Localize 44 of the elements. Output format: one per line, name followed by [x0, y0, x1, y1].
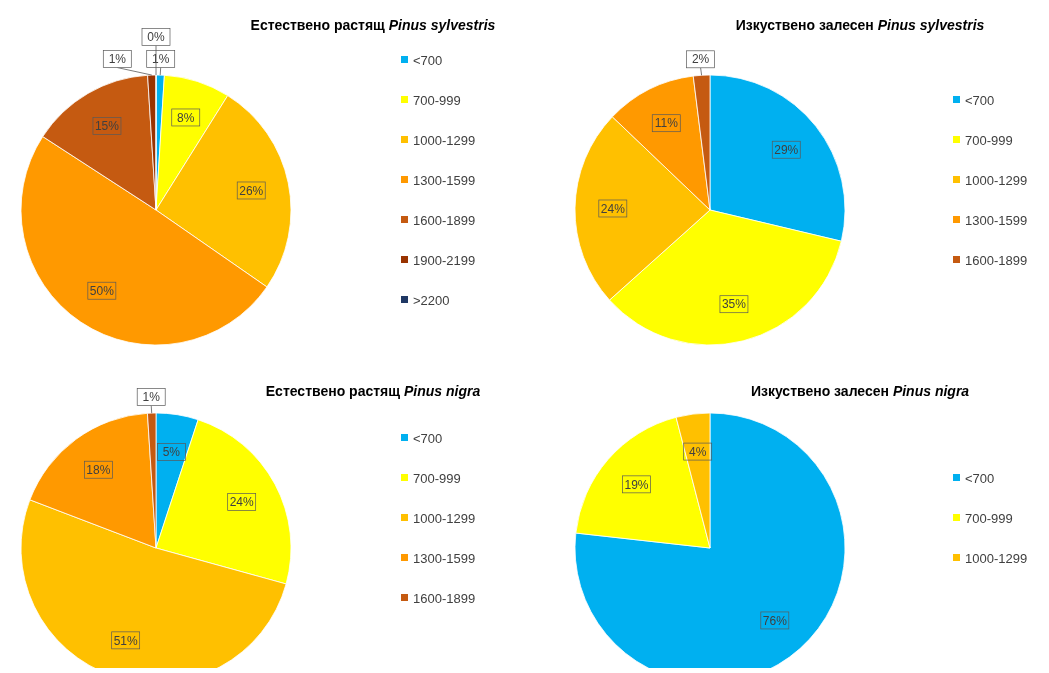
legend-label: <700: [965, 470, 995, 486]
data-label: 35%: [721, 297, 747, 312]
legend-label: 1300-1599: [965, 212, 1028, 228]
data-label: 2%: [691, 52, 710, 67]
legend-label: 700-999: [965, 132, 1013, 148]
legend-label: <700: [413, 430, 443, 446]
data-label: 1%: [142, 390, 161, 405]
chart-title: Естествено растящ Pinus nigra: [265, 383, 481, 399]
legend-label: 1600-1899: [413, 590, 476, 606]
legend-label: 1000-1299: [965, 172, 1028, 188]
legend-label: 1000-1299: [413, 132, 476, 148]
data-label: 5%: [162, 445, 181, 460]
legend-label: <700: [413, 52, 443, 68]
data-label: 24%: [229, 495, 255, 510]
legend-label: 1000-1299: [965, 550, 1028, 566]
data-label: 19%: [624, 477, 649, 492]
legend-label: 1000-1299: [413, 510, 476, 526]
legend-label: 700-999: [413, 92, 461, 108]
chart-title: Изкуствено залесен Pinus sylvestris: [735, 17, 985, 33]
legend-label: 1600-1899: [965, 252, 1028, 268]
data-label: 51%: [113, 633, 138, 648]
data-label: 1%: [108, 52, 127, 67]
data-label: 8%: [177, 110, 195, 125]
legend-label: 1300-1599: [413, 172, 476, 188]
text: 0%: [147, 30, 165, 45]
data-label: 15%: [94, 119, 120, 134]
data-label: 4%: [689, 444, 707, 459]
chart-title: Изкуствено залесен Pinus nigra: [750, 383, 970, 399]
legend-label: >2200: [413, 292, 450, 308]
legend-label: 1900-2199: [413, 252, 476, 268]
legend-label: 700-999: [413, 470, 461, 486]
data-label: 1%: [152, 52, 170, 67]
legend-label: 700-999: [965, 510, 1013, 526]
data-label: 24%: [600, 201, 626, 216]
data-label: 76%: [762, 613, 788, 628]
legend-label: 1600-1899: [413, 212, 476, 228]
legend-label: <700: [965, 92, 995, 108]
data-label: 26%: [239, 183, 264, 198]
data-label: 29%: [774, 142, 799, 157]
data-label: 18%: [86, 462, 111, 477]
data-label: 11%: [654, 116, 679, 131]
legend-label: 1300-1599: [413, 550, 476, 566]
chart-title: Естествено растящ Pinus sylvestris: [250, 17, 496, 33]
data-label: 50%: [89, 283, 115, 298]
